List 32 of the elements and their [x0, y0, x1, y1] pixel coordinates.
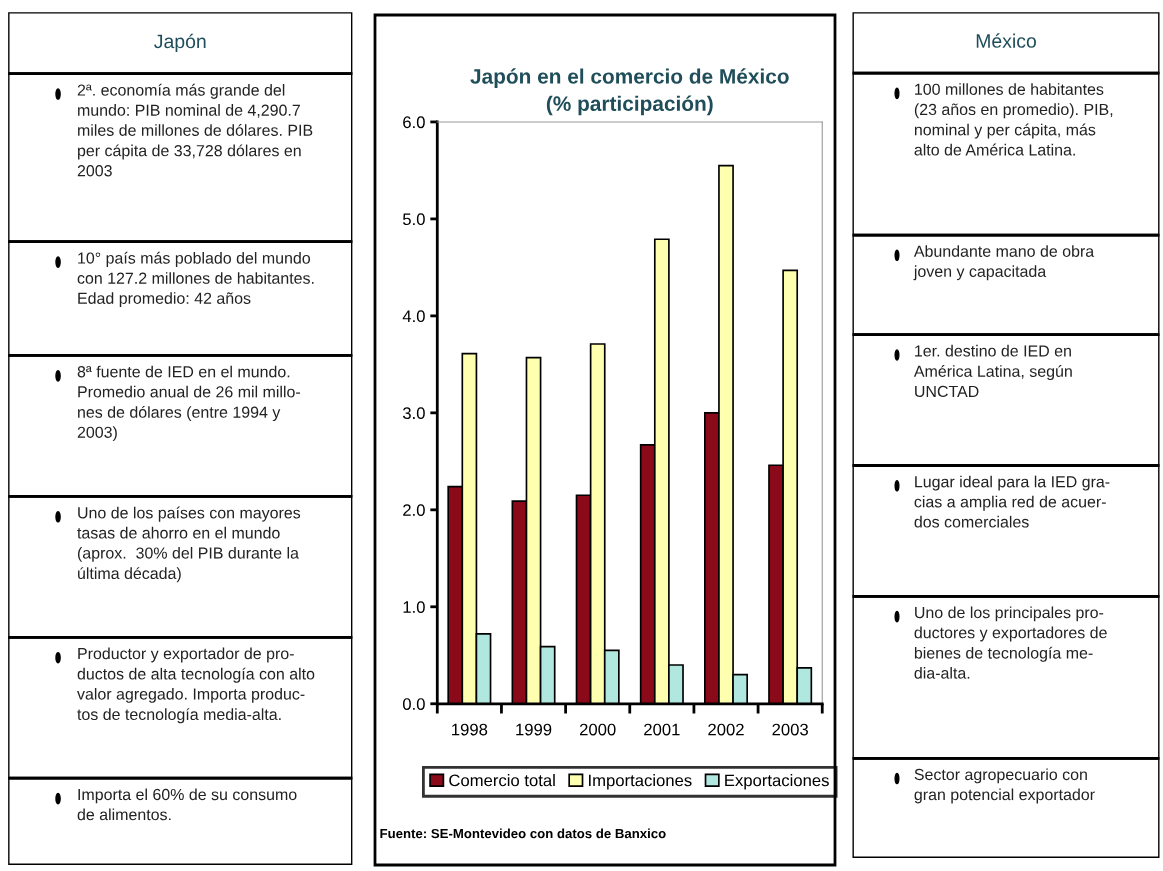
legend-label: Comercio total: [449, 774, 555, 787]
chart-title: Japón en el comercio de México (% participación): [470, 68, 789, 116]
text: 1er. destino de IED en América Latina, según UNCTAD: [913, 344, 1072, 398]
y-tick-label: 5.0: [402, 213, 425, 226]
y-tick-label: 4.0: [402, 310, 425, 323]
source-note: Fuente: SE-Montevideo con datos de Banxico: [380, 828, 666, 839]
x-tick-label: 2002: [708, 723, 744, 736]
x-tick-label: 2003: [772, 723, 808, 736]
text: México: [976, 33, 1036, 48]
legend-label: Exportaciones: [725, 774, 829, 790]
x-tick-label: 2001: [644, 723, 680, 736]
legend-label: Importaciones: [589, 774, 692, 790]
text: Productor y exportador de pro- ductos de alta tecnología con alto valor agregado. Importa produc- tos de tecnología media-alta.: [77, 647, 315, 724]
x-tick-label: 1998: [452, 723, 488, 736]
text: Uno de los principales pro- ductores y exportadores de bienes de tecnología me- dia-alta.: [914, 606, 1107, 679]
text: Uno de los países con mayores tasas de ahorro en el mundo (aprox. 30% del PIB durante la última década): [77, 506, 301, 583]
x-tick-label: 1999: [516, 723, 552, 736]
text: Japón: [154, 33, 206, 53]
y-tick-label: 0.0: [402, 698, 425, 710]
y-tick-label: 6.0: [403, 116, 425, 129]
y-tick-label: 1.0: [403, 601, 425, 613]
text: Lugar ideal para la IED gra- cias a amplia red de acuer- dos comerciales: [914, 475, 1110, 528]
y-tick-label: 2.0: [403, 504, 425, 517]
text: 10° país más poblado del mundo con 127.2 millones de habitantes. Edad promedio: 42 años: [77, 251, 314, 308]
text: 8ª fuente de IED en el mundo. Promedio anual de 26 mil millo- nes de dólares (entre 1994 y 2003): [77, 365, 300, 442]
text: Importa el 60% de su consumo de alimentos.: [77, 788, 297, 821]
x-tick-label: 2000: [579, 723, 616, 736]
y-tick-label: 3.0: [402, 407, 425, 420]
text: 2ª. economía más grande del mundo: PIB nominal de 4,290.7 miles de millones de dólares. PIB per cápita de 33,728 dólares en 2003: [77, 83, 313, 177]
text: Sector agropecuario con gran potencial exportador: [914, 768, 1095, 804]
text: 100 millones de habitantes (23 años en promedio). PIB, nominal y per cápita, más alto de América Latina.: [914, 83, 1113, 156]
text: Abundante mano de obra joven y capacitada: [913, 245, 1095, 281]
